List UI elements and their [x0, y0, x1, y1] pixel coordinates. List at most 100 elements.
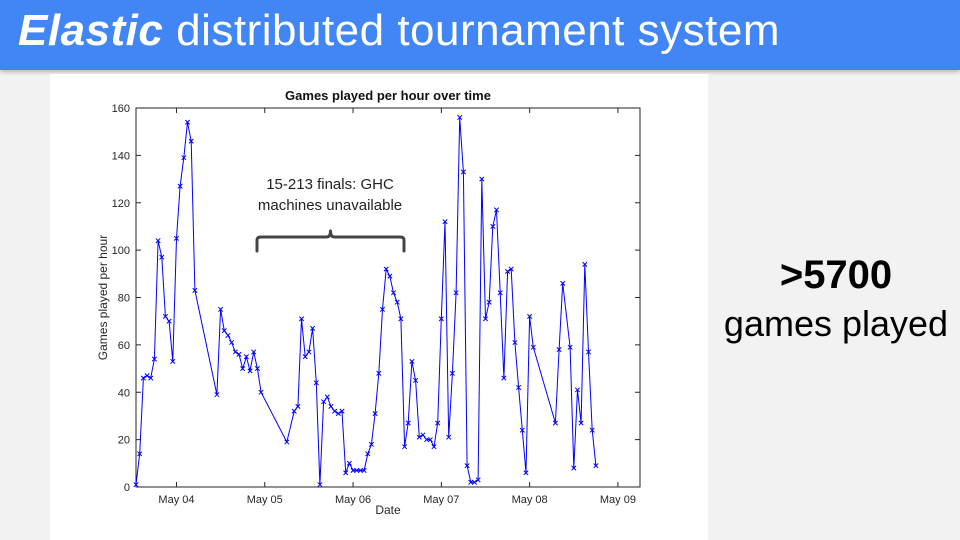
y-tick-label: 140 — [112, 150, 130, 162]
data-point — [339, 408, 345, 414]
data-point — [214, 392, 220, 398]
stat-value: >5700 — [779, 253, 893, 297]
data-point — [354, 467, 360, 473]
data-point — [438, 316, 444, 322]
data-point — [446, 434, 452, 440]
x-tick-label: May 05 — [247, 494, 283, 506]
data-point — [162, 313, 168, 320]
data-point — [159, 254, 165, 260]
data-point — [184, 119, 191, 125]
data-point — [361, 467, 367, 473]
data-point — [166, 318, 172, 324]
data-point — [181, 155, 187, 161]
data-point — [148, 375, 154, 381]
data-point — [298, 316, 305, 322]
data-point — [567, 344, 573, 350]
y-tick-label: 160 — [112, 103, 130, 115]
finals-annotation: 15-213 finals: GHC machines unavailable — [230, 174, 430, 216]
data-point — [328, 403, 334, 410]
chart-title: Games played per hour over time — [285, 88, 491, 103]
data-point — [552, 420, 558, 426]
data-point — [225, 332, 231, 338]
data-point — [229, 339, 235, 346]
data-point — [471, 479, 478, 485]
y-tick-label: 80 — [118, 293, 130, 305]
data-point — [295, 403, 301, 410]
data-point — [218, 306, 224, 312]
data-point — [460, 169, 466, 175]
data-point — [365, 451, 371, 457]
data-point — [170, 358, 176, 365]
y-tick-label: 60 — [118, 340, 130, 352]
y-tick-label: 20 — [118, 435, 130, 447]
data-point — [402, 444, 408, 450]
data-point — [457, 114, 463, 121]
data-point — [497, 290, 503, 296]
data-point — [405, 420, 411, 426]
data-point — [137, 451, 143, 457]
data-point — [258, 389, 264, 395]
data-point — [379, 306, 386, 312]
data-point — [232, 349, 238, 355]
data-point — [151, 356, 157, 362]
data-point — [468, 479, 474, 485]
data-point — [372, 411, 378, 417]
data-point — [482, 316, 489, 322]
data-point — [133, 482, 139, 488]
data-point — [493, 207, 500, 213]
data-point — [416, 434, 422, 440]
data-point — [192, 287, 198, 293]
data-point — [464, 463, 470, 469]
data-point — [490, 223, 496, 229]
data-point — [247, 368, 253, 374]
data-point — [254, 366, 260, 372]
data-point — [155, 238, 161, 244]
x-tick-label: May 07 — [423, 494, 459, 506]
slide-title: Elastic distributed tournament system — [18, 6, 780, 56]
annotation-line-1: 15-213 finals: GHC — [266, 176, 394, 193]
data-point — [424, 437, 430, 443]
y-axis-label: Games played per hour — [96, 235, 110, 360]
data-point — [243, 354, 249, 360]
data-point — [221, 328, 227, 334]
series-line — [135, 117, 597, 485]
x-tick-label: May 08 — [512, 494, 548, 506]
data-point — [188, 138, 194, 144]
data-point — [317, 482, 323, 488]
data-point — [357, 467, 363, 473]
data-point — [346, 460, 352, 466]
data-point — [523, 470, 529, 476]
data-point — [173, 235, 180, 241]
data-point — [512, 339, 518, 346]
slide-title-emphasis: Elastic — [18, 6, 164, 55]
data-point — [236, 351, 242, 357]
data-point — [306, 349, 312, 355]
data-point — [413, 377, 419, 383]
x-axis-label: Date — [375, 503, 401, 517]
data-point — [486, 299, 492, 305]
data-point — [387, 273, 393, 279]
data-point — [140, 375, 146, 381]
data-point — [332, 408, 338, 414]
y-tick-label: 120 — [112, 198, 130, 210]
data-point — [516, 384, 522, 391]
data-point — [350, 467, 356, 473]
data-point — [593, 463, 599, 469]
slide-title-bar: Elastic distributed tournament system — [0, 0, 960, 70]
x-tick-label: May 09 — [600, 494, 636, 506]
data-point — [291, 408, 297, 414]
data-point — [302, 354, 308, 360]
data-point — [560, 280, 566, 286]
data-point — [585, 349, 592, 355]
slide-title-rest: distributed tournament system — [163, 6, 780, 55]
data-point — [383, 266, 389, 272]
data-point — [313, 380, 319, 386]
data-point — [390, 290, 397, 296]
data-point — [435, 420, 441, 426]
y-tick-label: 40 — [118, 387, 130, 399]
y-tick-label: 100 — [112, 245, 130, 257]
data-point — [556, 347, 562, 353]
data-point — [284, 439, 290, 445]
annotation-bracket — [255, 229, 406, 253]
data-point — [453, 290, 459, 296]
